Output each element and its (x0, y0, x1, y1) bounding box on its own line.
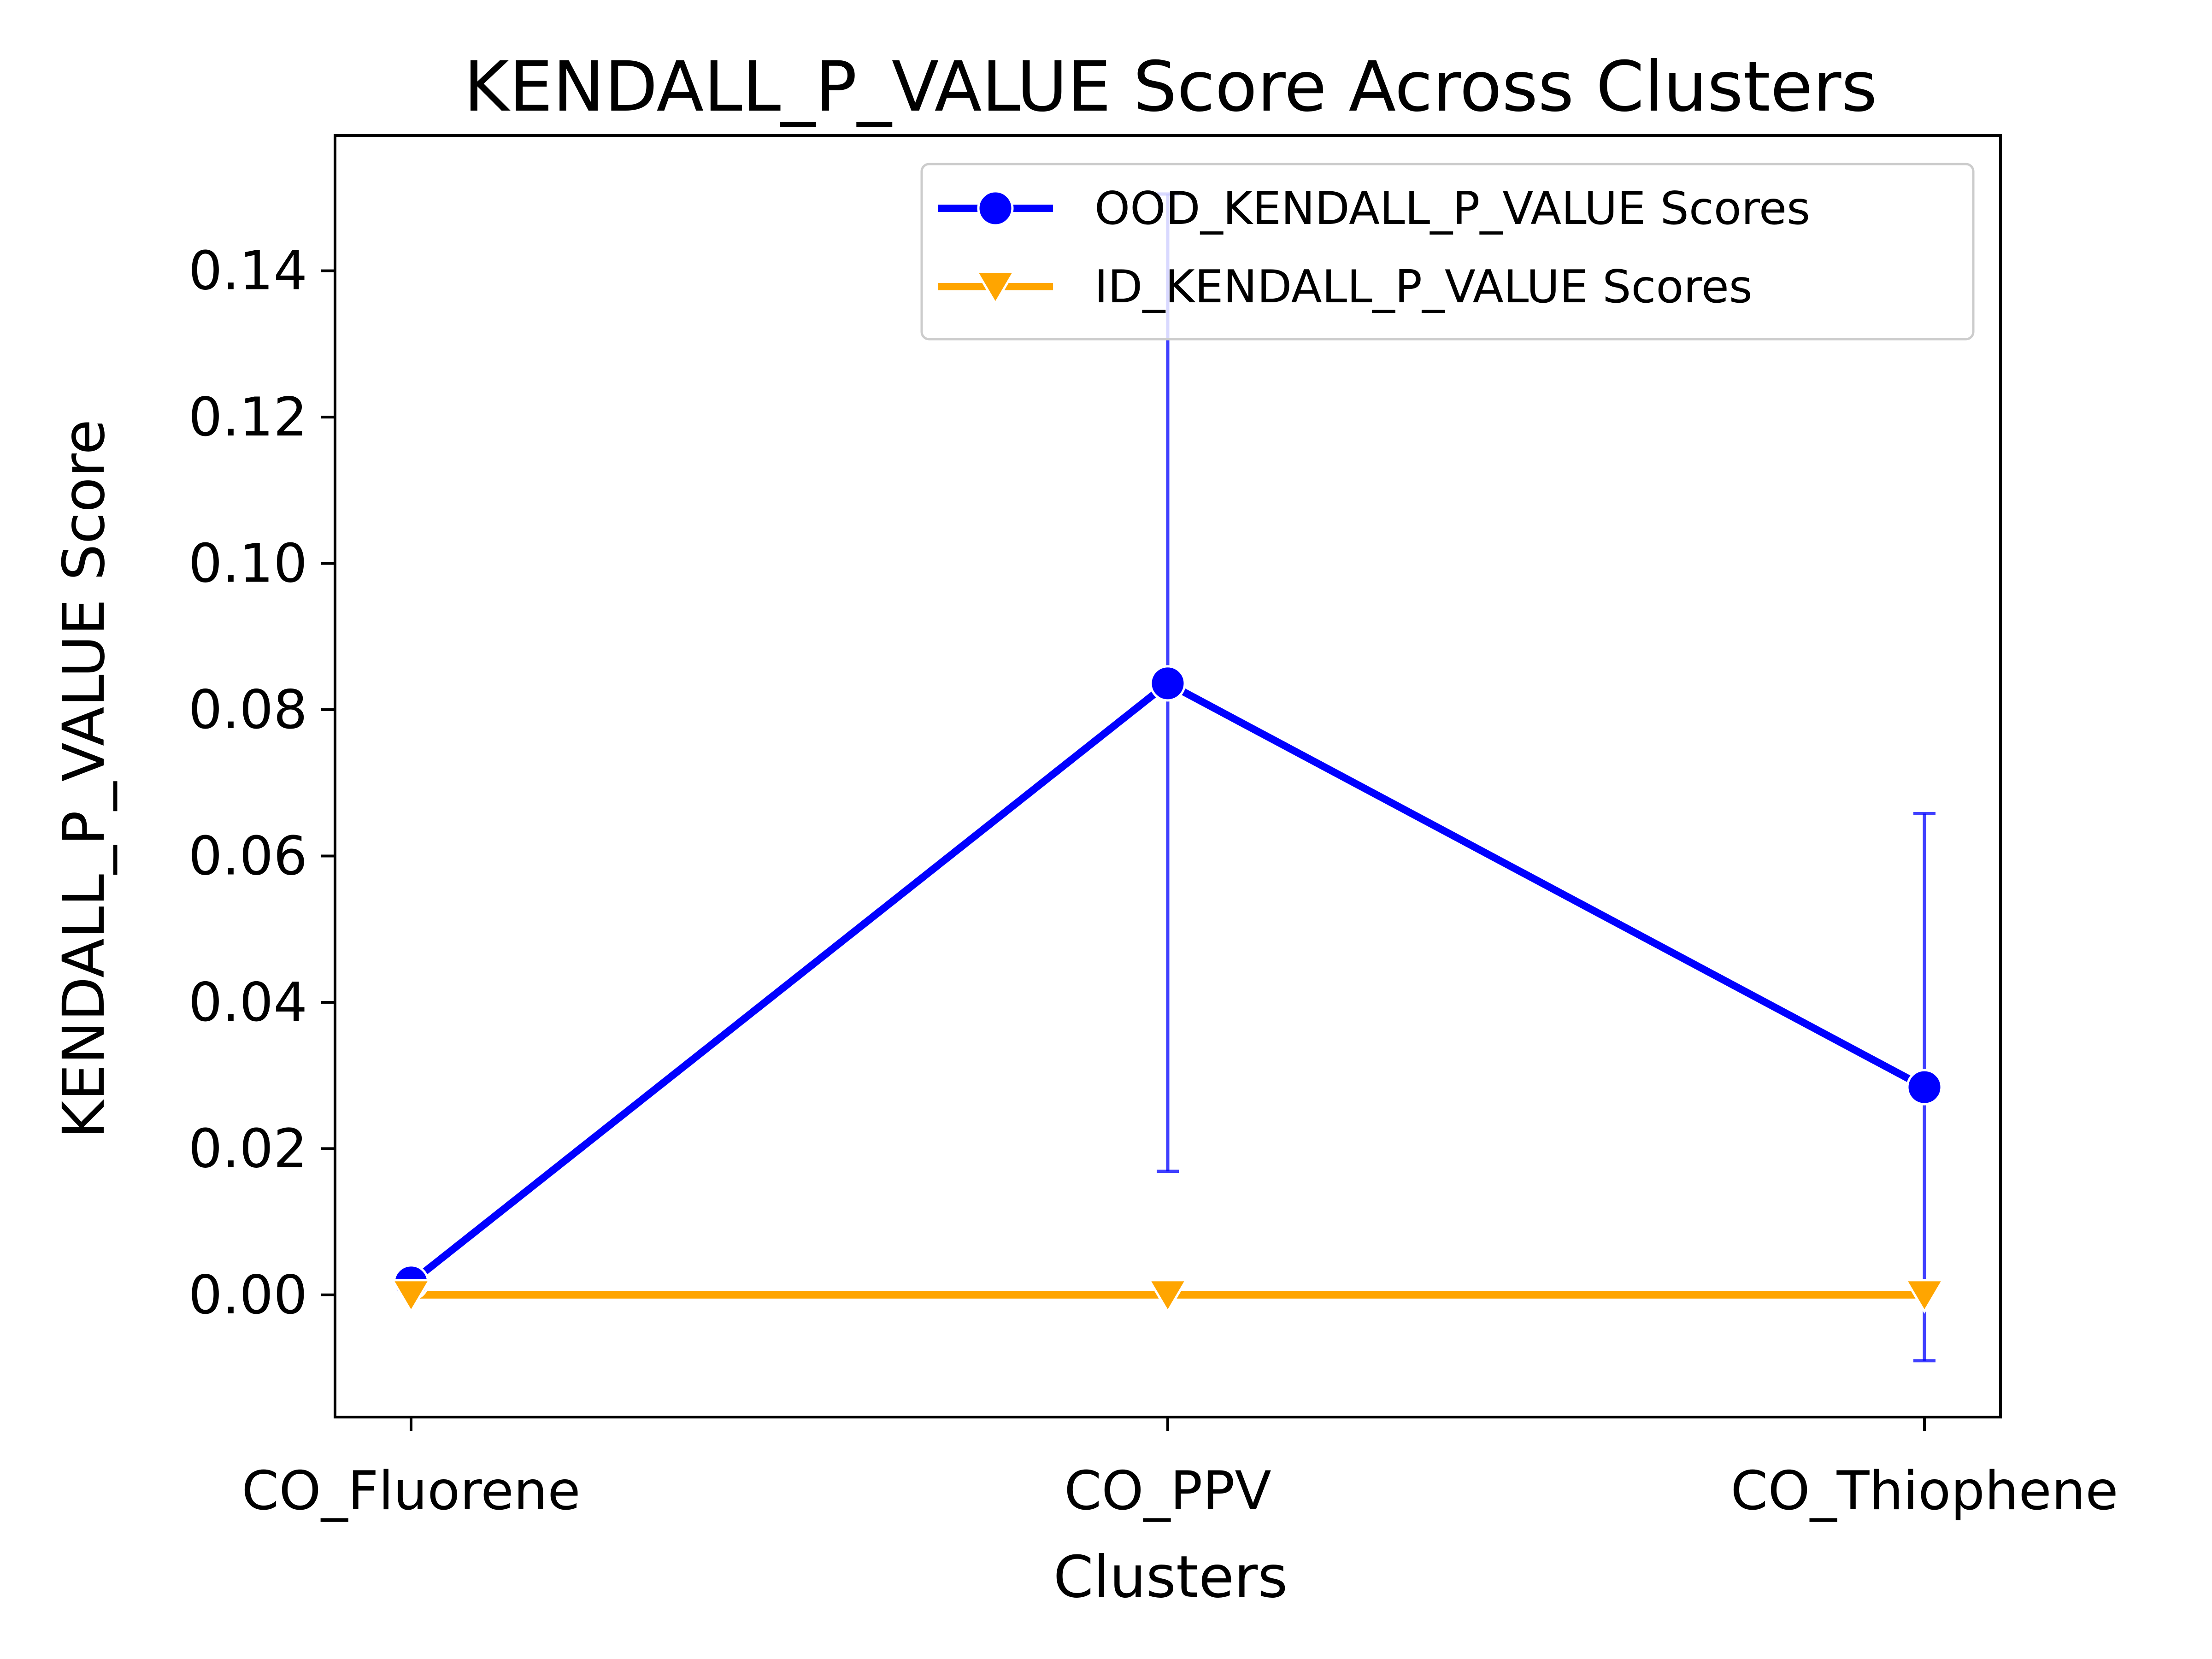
y-tick-label: 0.14 (188, 240, 307, 302)
y-tick-label: 0.08 (188, 679, 307, 741)
y-axis: 0.00 0.02 0.04 0.06 0.08 0.10 0.12 0.14 (188, 240, 335, 1326)
legend: OOD_KENDALL_P_VALUE Scores ID_KENDALL_P_V… (920, 163, 1975, 341)
legend-box (920, 163, 1975, 341)
x-tick-label: CO_Thiophene (1730, 1460, 2118, 1522)
legend-label: OOD_KENDALL_P_VALUE Scores (1094, 182, 1810, 235)
x-tick-label: CO_PPV (1064, 1460, 1271, 1522)
x-axis: CO_Fluorene CO_PPV CO_Thiophene (241, 1417, 2118, 1522)
data-point (1149, 665, 1186, 702)
series-markers (390, 665, 1945, 1314)
data-point (390, 1279, 432, 1314)
chart-title: KENDALL_P_VALUE Score Across Clusters (464, 47, 1877, 127)
data-point (1904, 1279, 1945, 1314)
y-tick-label: 0.06 (188, 825, 307, 888)
x-tick-label: CO_Fluorene (241, 1460, 580, 1522)
y-tick-label: 0.00 (188, 1264, 307, 1326)
data-point (1906, 1069, 1943, 1106)
legend-swatch-marker (977, 190, 1014, 227)
y-tick-label: 0.12 (188, 386, 307, 448)
legend-label: ID_KENDALL_P_VALUE Scores (1094, 261, 1753, 313)
data-point (1147, 1279, 1188, 1314)
y-axis-label: KENDALL_P_VALUE Score (51, 419, 118, 1138)
y-tick-label: 0.02 (188, 1118, 307, 1180)
plot-area (334, 134, 2002, 1418)
y-tick-label: 0.10 (188, 533, 307, 595)
y-tick-label: 0.04 (188, 971, 307, 1034)
legend-swatch-marker (975, 271, 1016, 306)
x-axis-label: Clusters (1053, 1544, 1288, 1611)
